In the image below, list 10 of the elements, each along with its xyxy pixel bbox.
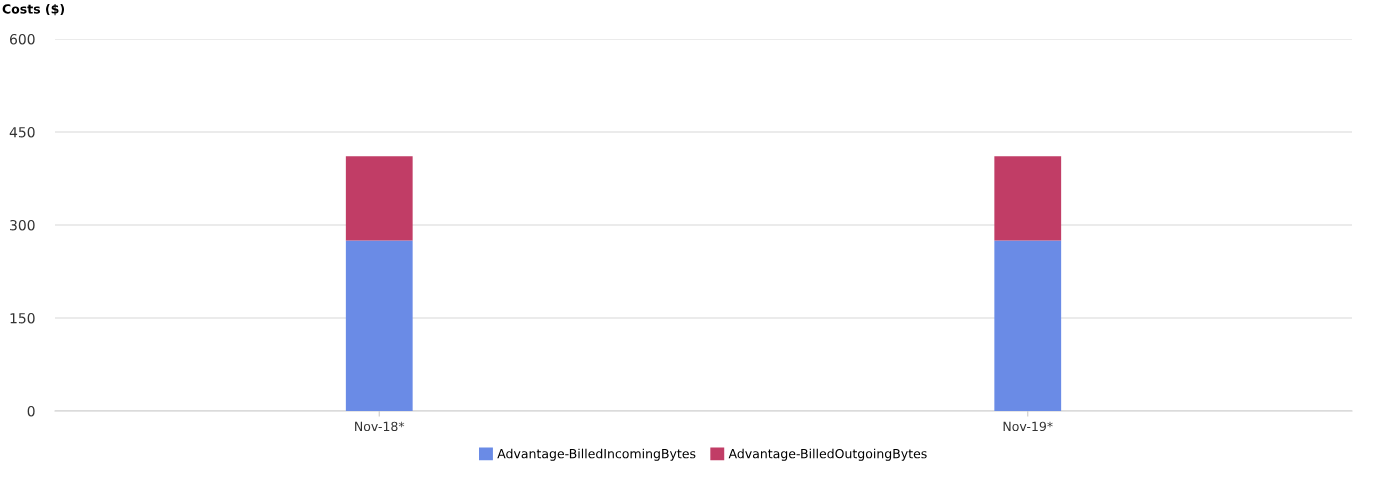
legend-label: Advantage-BilledIncomingBytes xyxy=(497,448,696,461)
y-tick-label: 450 xyxy=(9,126,35,138)
y-tick-label: 600 xyxy=(10,33,35,45)
y-tick-label: 150 xyxy=(10,312,35,324)
y-tick-label: 0 xyxy=(27,405,35,417)
legend-label: Advantage-BilledOutgoingBytes xyxy=(728,448,927,461)
x-tick-label: Nov-18* xyxy=(355,421,405,432)
x-tick-label: Nov-19* xyxy=(1003,421,1053,432)
y-tick-label: 300 xyxy=(10,219,35,231)
y-axis-title: Costs ($) xyxy=(2,3,65,16)
